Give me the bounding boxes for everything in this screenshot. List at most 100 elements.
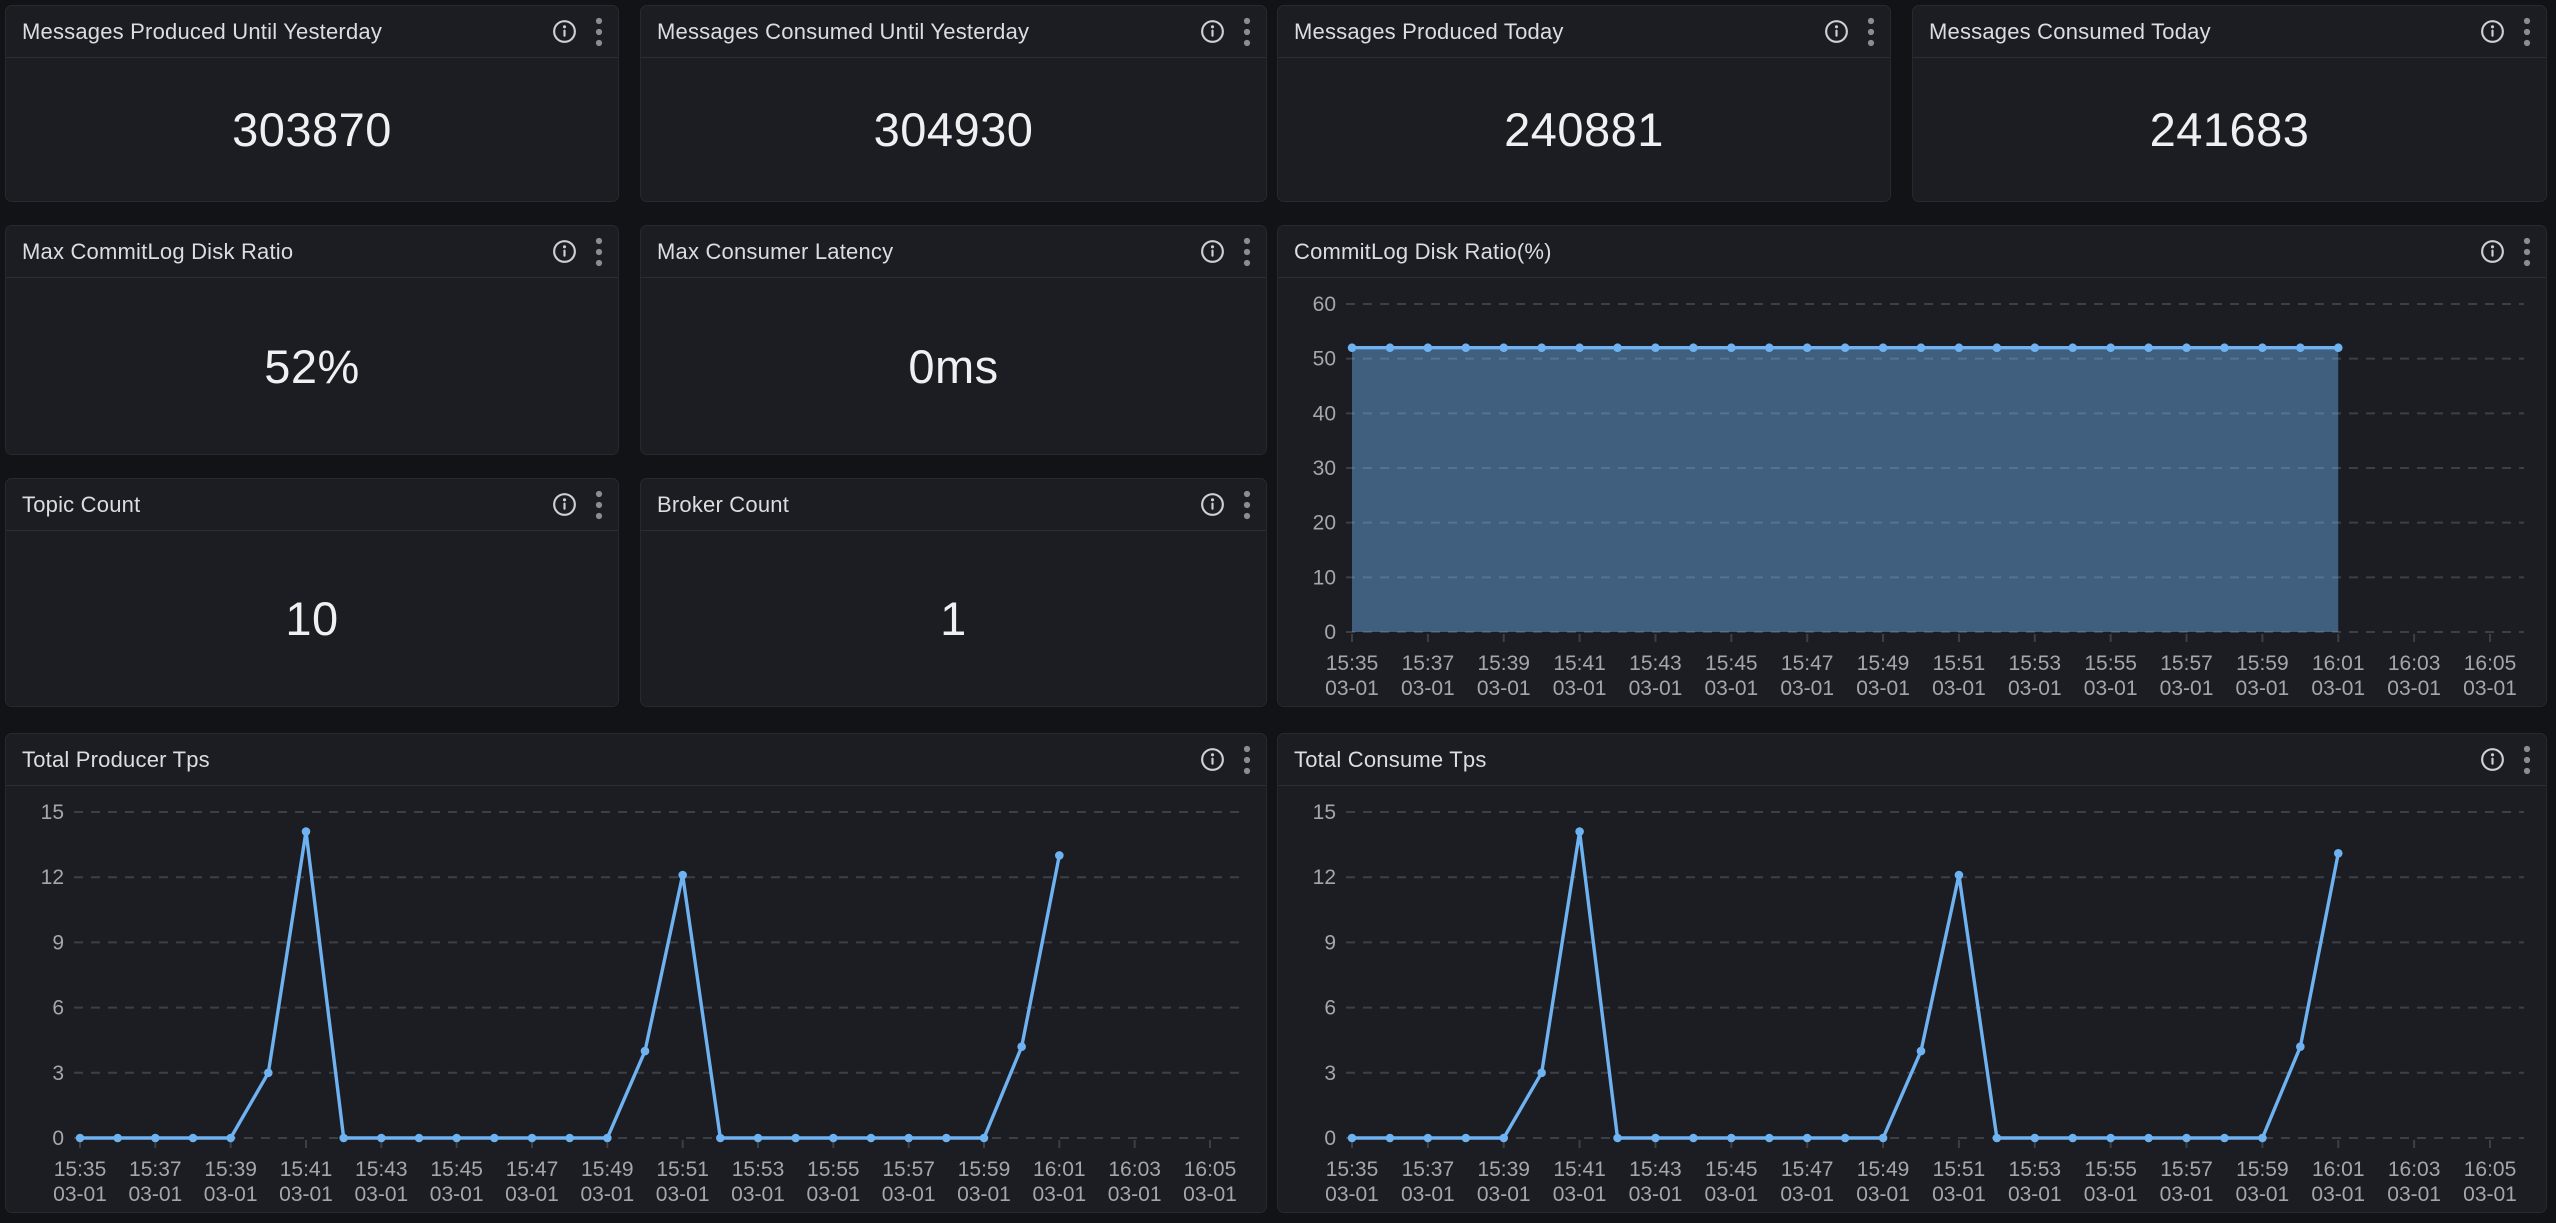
panel-header[interactable]: Total Consume Tps — [1278, 734, 2546, 786]
series-markers — [1347, 343, 2343, 353]
panel-header[interactable]: Messages Produced Until Yesterday — [6, 6, 618, 58]
info-icon[interactable] — [551, 18, 578, 45]
svg-text:0: 0 — [1324, 621, 1336, 644]
info-icon[interactable] — [1199, 238, 1226, 265]
panel-header[interactable]: Messages Consumed Until Yesterday — [641, 6, 1266, 58]
kebab-menu-icon[interactable] — [2522, 235, 2532, 269]
panel-header[interactable]: Broker Count — [641, 479, 1266, 531]
info-icon[interactable] — [551, 238, 578, 265]
commitlog-disk-ratio-chart[interactable]: 0 10 20 30 40 50 60 15:35 03-01 15:37 03-01 15:39 03… — [1278, 278, 2546, 706]
kebab-menu-icon[interactable] — [594, 488, 604, 522]
panel-header[interactable]: Topic Count — [6, 479, 618, 531]
kebab-menu-icon[interactable] — [594, 15, 604, 49]
stat-value: 304930 — [873, 103, 1034, 156]
svg-text:60: 60 — [1313, 293, 1336, 316]
stat-value: 10 — [285, 592, 339, 645]
info-icon[interactable] — [1199, 18, 1226, 45]
kebab-menu-icon[interactable] — [2522, 743, 2532, 777]
stat-panel-messages-produced-until-yesterday: Messages Produced Until Yesterday 303870 — [5, 5, 619, 202]
stat-panel-messages-produced-today: Messages Produced Today 240881 — [1277, 5, 1891, 202]
info-icon[interactable] — [2479, 238, 2506, 265]
kebab-menu-icon[interactable] — [1866, 15, 1876, 49]
svg-text:50: 50 — [1313, 348, 1336, 371]
info-icon[interactable] — [1199, 746, 1226, 773]
kebab-menu-icon[interactable] — [1242, 743, 1252, 777]
svg-text:6: 6 — [1324, 997, 1336, 1020]
y-axis-labels: 0 10 20 30 40 50 60 — [1313, 293, 1336, 644]
chart-panel-commitlog-disk-ratio: CommitLog Disk Ratio(%) 0 10 20 30 40 50 60 15:… — [1277, 225, 2547, 707]
svg-text:30: 30 — [1313, 457, 1336, 480]
stat-panel-messages-consumed-until-yesterday: Messages Consumed Until Yesterday 304930 — [640, 5, 1267, 202]
svg-text:0: 0 — [1324, 1127, 1336, 1150]
svg-text:6: 6 — [52, 997, 64, 1020]
kebab-menu-icon[interactable] — [594, 235, 604, 269]
y-axis-labels: 0 3 6 9 12 15 — [1313, 801, 1336, 1150]
svg-text:12: 12 — [1313, 866, 1336, 889]
svg-text:9: 9 — [52, 931, 64, 954]
kebab-menu-icon[interactable] — [1242, 488, 1252, 522]
panel-header[interactable]: Max CommitLog Disk Ratio — [6, 226, 618, 278]
info-icon[interactable] — [1823, 18, 1850, 45]
kebab-menu-icon[interactable] — [1242, 15, 1252, 49]
x-axis-labels: 15:35 03-01 15:37 03-01 15:39 03-01 15:41 03-01… — [53, 1140, 1237, 1206]
x-axis-labels: 15:35 03-01 15:37 03-01 15:39 03-01 15:41 03-01… — [1325, 634, 2517, 700]
svg-text:10: 10 — [1313, 566, 1336, 589]
panel-header[interactable]: Messages Produced Today — [1278, 6, 1890, 58]
panel-title: Messages Consumed Until Yesterday — [657, 18, 1030, 44]
svg-text:0: 0 — [52, 1127, 64, 1150]
svg-text:3: 3 — [1324, 1062, 1336, 1085]
stat-value: 52% — [264, 339, 360, 393]
panel-header[interactable]: Total Producer Tps — [6, 734, 1266, 786]
kebab-menu-icon[interactable] — [2522, 15, 2532, 49]
panel-title: Messages Produced Until Yesterday — [22, 18, 383, 44]
kebab-menu-icon[interactable] — [1242, 235, 1252, 269]
svg-text:20: 20 — [1313, 512, 1336, 535]
info-icon[interactable] — [1199, 491, 1226, 518]
panel-header[interactable]: Messages Consumed Today — [1913, 6, 2546, 58]
panel-header[interactable]: CommitLog Disk Ratio(%) — [1278, 226, 2546, 278]
svg-text:15: 15 — [41, 801, 64, 824]
panel-header[interactable]: Max Consumer Latency — [641, 226, 1266, 278]
stat-value: 240881 — [1504, 103, 1664, 156]
info-icon[interactable] — [551, 491, 578, 518]
info-icon[interactable] — [2479, 746, 2506, 773]
panel-title: Messages Consumed Today — [1929, 18, 2211, 44]
stat-panel-max-commitlog-disk-ratio: Max CommitLog Disk Ratio 52% — [5, 225, 619, 455]
info-icon[interactable] — [2479, 18, 2506, 45]
